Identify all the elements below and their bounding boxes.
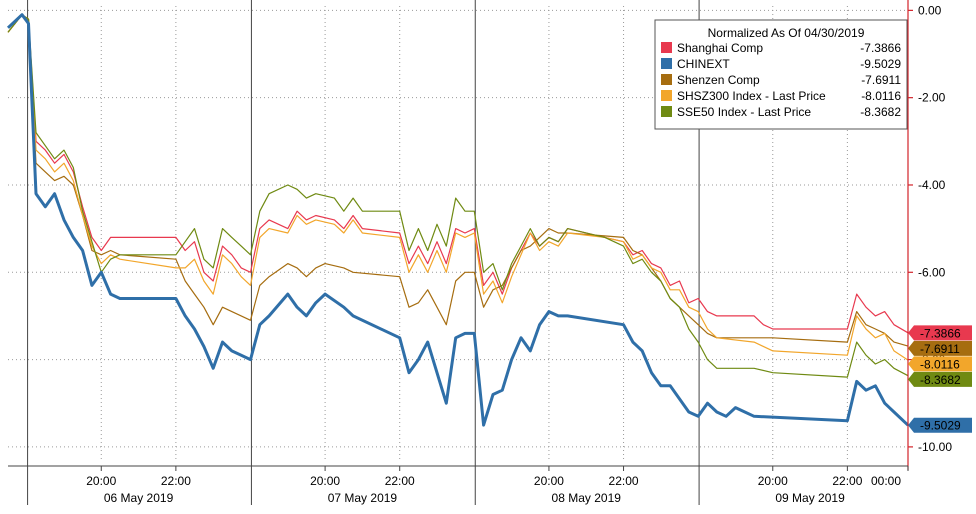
- legend-entry-value: -7.6911: [861, 73, 901, 87]
- day-label: 07 May 2019: [328, 491, 398, 505]
- legend-entry-name: Shanghai Comp: [677, 41, 763, 55]
- legend-entry-name: CHINEXT: [677, 57, 730, 71]
- legend-title: Normalized As Of 04/30/2019: [708, 26, 865, 40]
- legend-entry-name: SSE50 Index - Last Price: [677, 105, 811, 119]
- last-value-tag-bg: [908, 340, 972, 356]
- last-value-tag-text: -7.6911: [920, 342, 960, 356]
- legend-swatch: [661, 58, 672, 69]
- x-tick-label: 20:00: [758, 474, 788, 488]
- day-label: 08 May 2019: [552, 491, 622, 505]
- legend-entry-name: SHSZ300 Index - Last Price: [677, 89, 826, 103]
- series-line-2: [7, 14, 909, 347]
- day-label: 06 May 2019: [104, 491, 174, 505]
- series-line-3: [7, 14, 909, 361]
- last-value-tag: -8.0116: [908, 356, 972, 372]
- y-tick-label: -10.00: [918, 440, 952, 454]
- y-tick-label: 0.00: [918, 3, 942, 17]
- series-line-1: [6, 13, 910, 427]
- legend-entry-name: Shenzen Comp: [677, 73, 760, 87]
- legend-entry-value: -8.0116: [861, 89, 901, 103]
- y-tick-label: -2.00: [918, 91, 946, 105]
- last-value-tag-text: -7.3866: [920, 326, 961, 340]
- x-tick-label: 20:00: [310, 474, 340, 488]
- last-value-tag-bg: [908, 325, 972, 341]
- last-value-tag-bg: [908, 371, 972, 387]
- x-tick-label: 00:00: [871, 474, 901, 488]
- y-tick-label: -6.00: [918, 265, 946, 279]
- series-lines: [6, 13, 910, 427]
- series-line-4: [7, 14, 909, 378]
- x-tick-label: 22:00: [832, 474, 862, 488]
- day-label: 09 May 2019: [775, 491, 845, 505]
- series-line-0: [7, 14, 909, 334]
- legend-swatch: [661, 42, 672, 53]
- day-separators: [27, 0, 700, 505]
- last-value-tag: -7.3866: [908, 325, 972, 341]
- last-value-tag: -8.3682: [908, 371, 972, 387]
- legend-entry-value: -8.3682: [860, 105, 901, 119]
- last-value-tag-bg: [908, 417, 972, 433]
- x-tick-label: 20:00: [534, 474, 564, 488]
- last-value-tag-text: -9.5029: [920, 419, 961, 433]
- last-value-tag: -7.6911: [908, 340, 972, 356]
- legend-box: [654, 19, 908, 130]
- legend-entry-value: -9.5029: [860, 57, 901, 71]
- axes: 0.00-2.00-4.00-6.00-8.00-10.0020:0022:00…: [8, 0, 972, 505]
- legend-swatch: [661, 90, 672, 101]
- legend-swatch: [661, 74, 672, 85]
- last-value-tag-bg: [908, 356, 972, 372]
- last-value-tag-text: -8.3682: [920, 373, 961, 387]
- x-tick-label: 22:00: [609, 474, 639, 488]
- legend-entry-value: -7.3866: [860, 41, 901, 55]
- x-tick-label: 20:00: [86, 474, 116, 488]
- last-value-tag-text: -8.0116: [920, 357, 960, 371]
- legend-swatch: [661, 106, 672, 117]
- y-tick-label: -4.00: [918, 178, 946, 192]
- x-tick-label: 22:00: [161, 474, 191, 488]
- last-value-tag: -9.5029: [908, 417, 972, 433]
- x-tick-label: 22:00: [385, 474, 415, 488]
